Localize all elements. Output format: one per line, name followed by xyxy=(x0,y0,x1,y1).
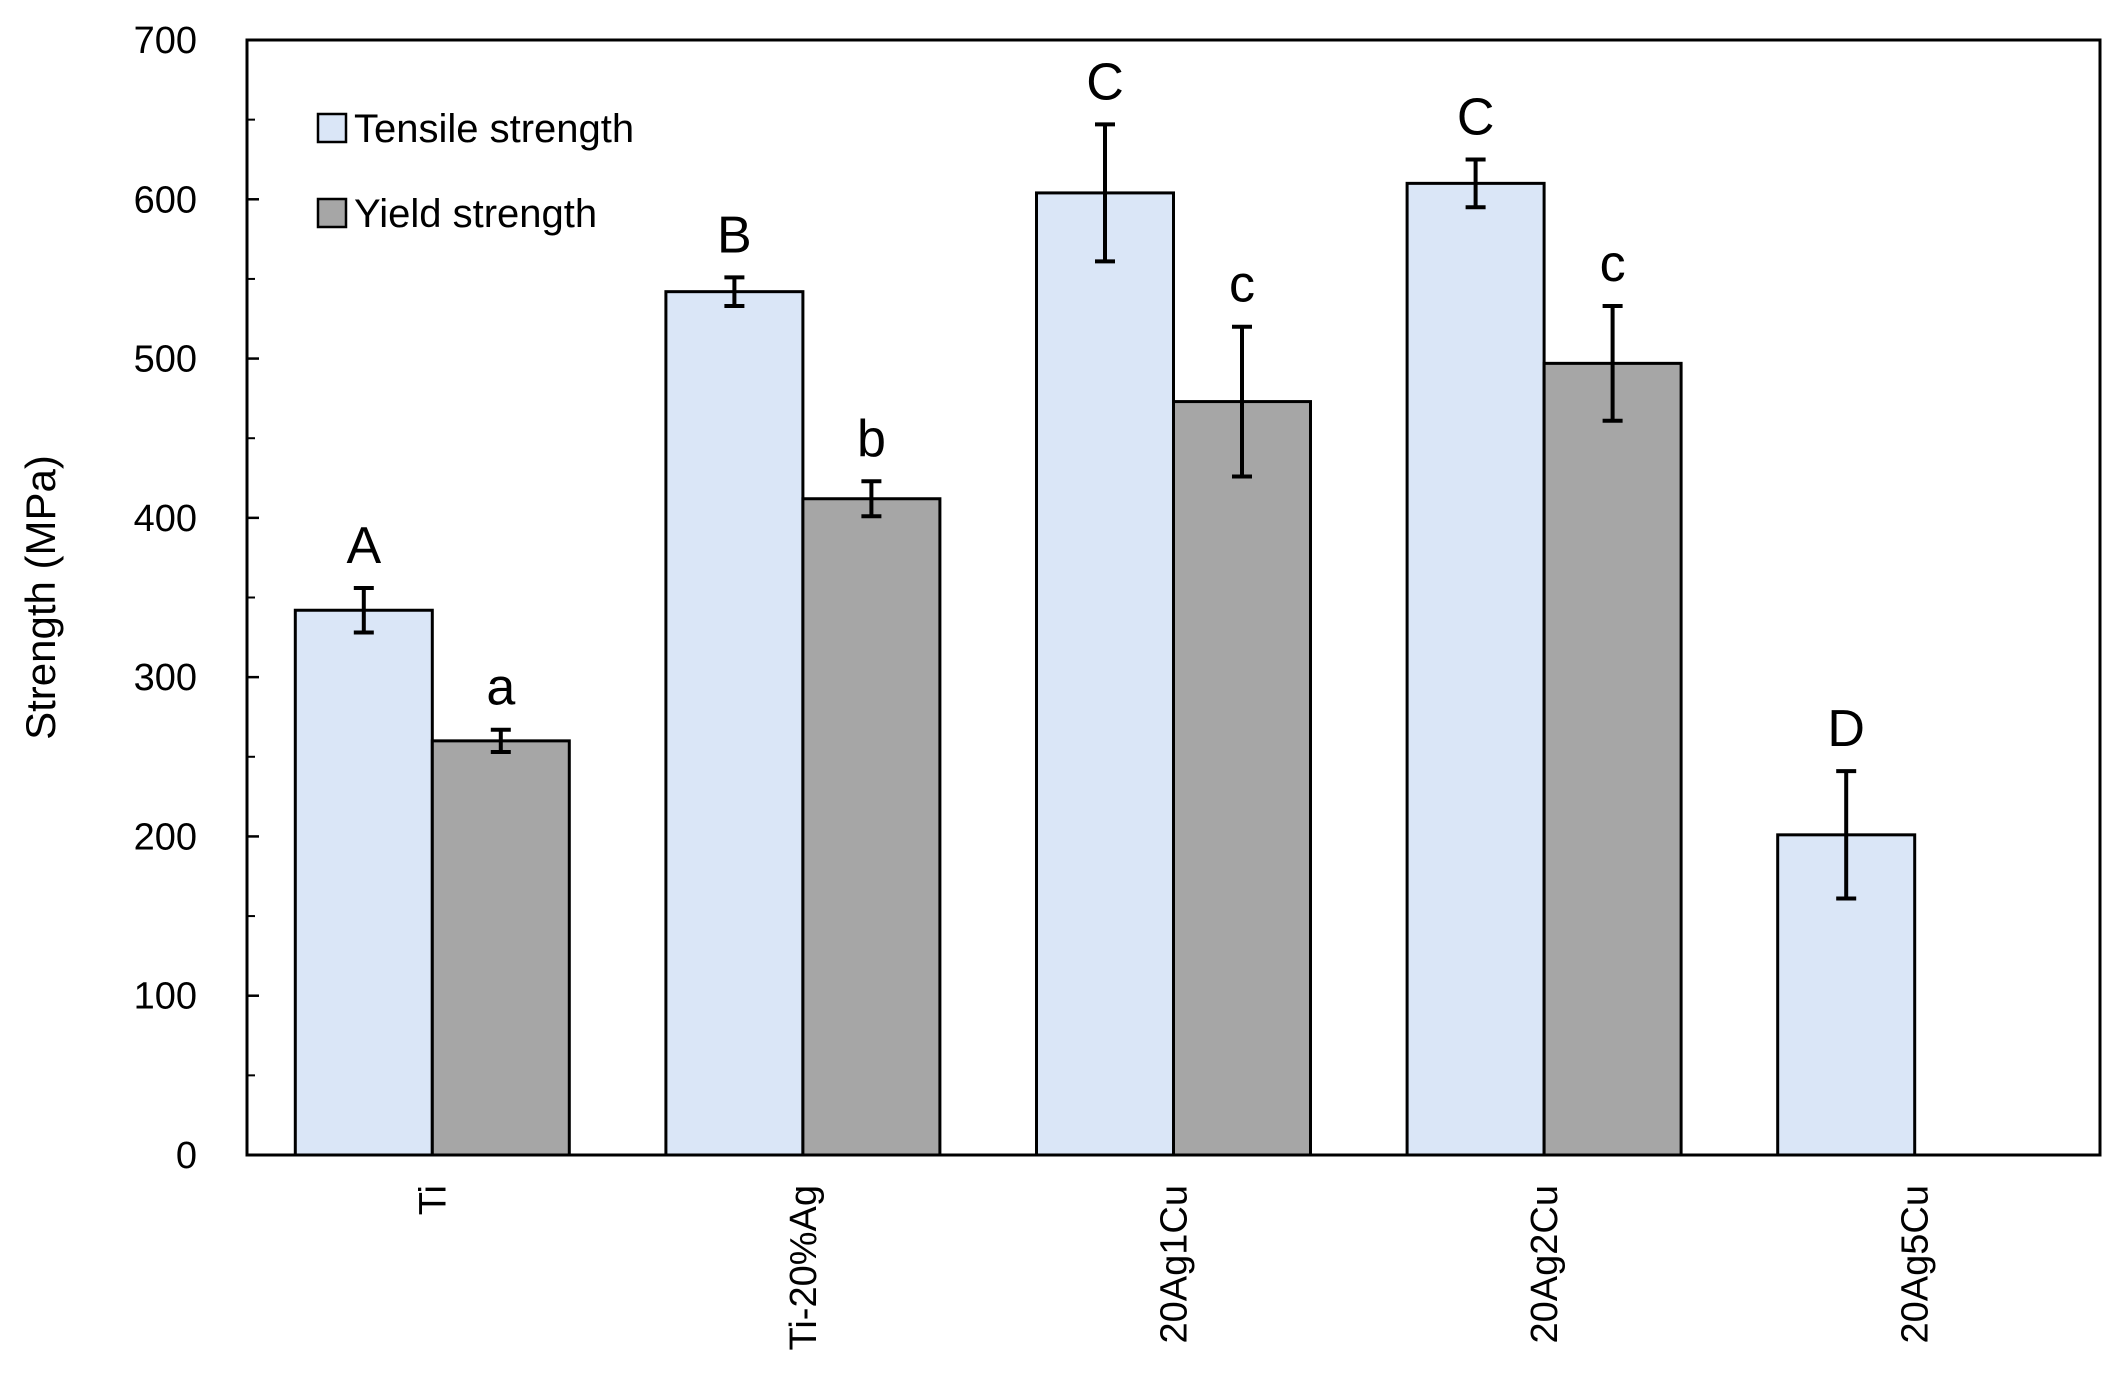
significance-letter: b xyxy=(857,410,886,468)
significance-letter: A xyxy=(346,517,381,575)
y-tick-label: 600 xyxy=(134,179,197,221)
bar xyxy=(1035,191,1175,1157)
y-tick-label: 500 xyxy=(134,339,197,381)
legend-swatch xyxy=(316,197,348,229)
legend: Tensile strength Yield strength xyxy=(316,107,634,236)
x-category-label: Ti-20%Ag xyxy=(783,1185,825,1350)
significance-letter: D xyxy=(1827,700,1865,758)
significance-letter: C xyxy=(1086,53,1124,111)
legend-swatch xyxy=(316,112,348,144)
bar xyxy=(664,290,805,1157)
y-tick-label: 100 xyxy=(134,976,197,1018)
significance-letter: C xyxy=(1457,88,1495,146)
y-tick-label: 0 xyxy=(176,1135,197,1177)
y-axis-title: Strength (MPa) xyxy=(17,455,64,740)
x-category-label: Ti xyxy=(412,1185,454,1215)
y-axis: 0 100 200 300 400 500 600 700 xyxy=(134,20,259,1177)
significance-letter: B xyxy=(717,206,752,264)
y-tick-label: 300 xyxy=(134,657,197,699)
bar xyxy=(1542,361,1683,1157)
legend-label: Yield strength xyxy=(354,192,597,236)
y-tick-label: 700 xyxy=(134,20,197,62)
y-tick-label: 400 xyxy=(134,498,197,540)
significance-letter: c xyxy=(1600,235,1626,293)
significance-letter: a xyxy=(486,659,515,717)
bars-layer: A B C C Da b c c xyxy=(293,53,1917,1157)
bar xyxy=(1172,400,1312,1157)
x-category-label: 20Ag1Cu xyxy=(1154,1185,1196,1343)
y-tick-label: 200 xyxy=(134,816,197,858)
bar xyxy=(801,497,942,1157)
bar xyxy=(430,739,571,1157)
significance-letter: c xyxy=(1229,256,1255,314)
x-axis-labels: Ti Ti-20%Ag 20Ag1Cu 20Ag2Cu 20Ag5Cu xyxy=(412,1185,1936,1350)
x-category-label: 20Ag2Cu xyxy=(1524,1185,1566,1343)
legend-label: Tensile strength xyxy=(354,107,634,151)
bar xyxy=(293,608,434,1157)
x-category-label: 20Ag5Cu xyxy=(1895,1185,1937,1343)
bar xyxy=(1405,181,1546,1157)
